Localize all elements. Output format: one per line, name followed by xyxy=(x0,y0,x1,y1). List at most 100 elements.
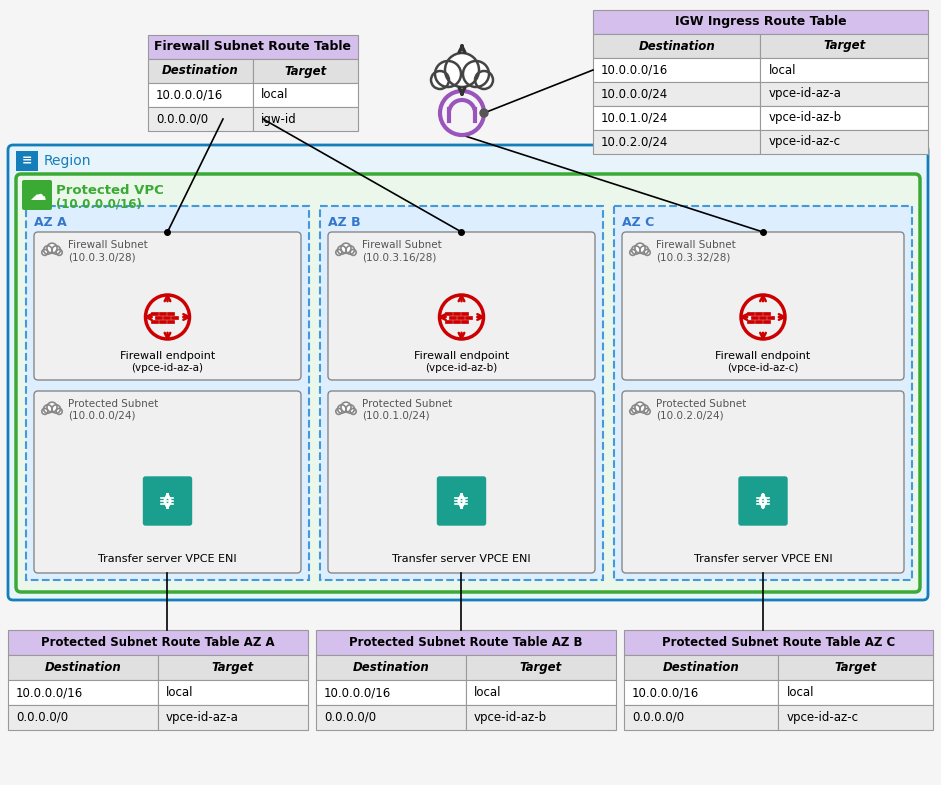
Text: (10.0.0.0/24): (10.0.0.0/24) xyxy=(68,411,136,421)
Bar xyxy=(466,316,472,319)
Bar xyxy=(760,106,928,130)
Bar xyxy=(755,312,762,315)
Text: vpce-id-az-a: vpce-id-az-a xyxy=(166,711,239,724)
Circle shape xyxy=(431,71,449,89)
Bar xyxy=(316,630,616,655)
Circle shape xyxy=(350,250,357,255)
Text: (10.0.2.0/24): (10.0.2.0/24) xyxy=(656,411,724,421)
Text: 10.0.0.0/16: 10.0.0.0/16 xyxy=(156,89,223,101)
Text: (10.0.1.0/24): (10.0.1.0/24) xyxy=(362,411,430,421)
Circle shape xyxy=(47,243,57,254)
Text: 10.0.0.0/16: 10.0.0.0/16 xyxy=(601,64,668,76)
Circle shape xyxy=(445,53,479,87)
Bar xyxy=(167,320,174,323)
Text: IGW Ingress Route Table: IGW Ingress Route Table xyxy=(675,16,846,28)
Bar xyxy=(167,312,174,315)
Text: Target: Target xyxy=(823,39,866,53)
Text: AZ B: AZ B xyxy=(328,216,360,228)
Bar xyxy=(466,680,616,705)
Text: Protected Subnet Route Table AZ C: Protected Subnet Route Table AZ C xyxy=(662,636,895,649)
Circle shape xyxy=(631,405,640,413)
Text: Protected Subnet Route Table AZ B: Protected Subnet Route Table AZ B xyxy=(349,636,582,649)
Bar xyxy=(751,316,758,319)
FancyBboxPatch shape xyxy=(16,151,38,171)
FancyBboxPatch shape xyxy=(8,145,928,600)
FancyBboxPatch shape xyxy=(614,206,912,580)
Text: Protected Subnet: Protected Subnet xyxy=(656,399,746,409)
Circle shape xyxy=(350,408,357,414)
Text: (vpce-id-az-b): (vpce-id-az-b) xyxy=(425,363,498,373)
Text: 10.0.0.0/16: 10.0.0.0/16 xyxy=(16,686,83,699)
Bar xyxy=(624,705,778,730)
Bar xyxy=(445,320,453,323)
Bar xyxy=(160,320,167,323)
Text: Destination: Destination xyxy=(662,661,740,674)
Bar xyxy=(747,312,754,315)
Bar xyxy=(593,82,760,106)
Bar xyxy=(158,705,308,730)
Bar xyxy=(158,680,308,705)
Bar xyxy=(747,320,754,323)
FancyBboxPatch shape xyxy=(34,232,301,380)
Text: AZ A: AZ A xyxy=(34,216,67,228)
Text: Region: Region xyxy=(44,154,91,168)
Text: Transfer server VPCE ENI: Transfer server VPCE ENI xyxy=(98,554,237,564)
Text: Firewall Subnet Route Table: Firewall Subnet Route Table xyxy=(154,41,352,53)
Bar xyxy=(148,59,253,83)
FancyBboxPatch shape xyxy=(622,391,904,573)
Text: 0.0.0.0/0: 0.0.0.0/0 xyxy=(156,112,208,126)
Bar xyxy=(8,630,308,655)
Bar xyxy=(593,10,928,34)
Circle shape xyxy=(338,405,346,413)
Bar xyxy=(164,316,170,319)
Text: Destination: Destination xyxy=(353,661,429,674)
FancyBboxPatch shape xyxy=(143,477,192,525)
FancyBboxPatch shape xyxy=(320,206,603,580)
Bar xyxy=(253,107,358,131)
Bar xyxy=(593,106,760,130)
Circle shape xyxy=(336,408,342,414)
Text: (vpce-id-az-c): (vpce-id-az-c) xyxy=(727,363,799,373)
Bar xyxy=(148,35,358,59)
Bar xyxy=(454,312,460,315)
Bar xyxy=(466,655,616,680)
Bar xyxy=(253,83,358,107)
Bar xyxy=(624,630,933,655)
Circle shape xyxy=(56,250,62,255)
Circle shape xyxy=(52,405,60,413)
Text: 10.0.0.0/24: 10.0.0.0/24 xyxy=(601,87,668,100)
Text: Target: Target xyxy=(212,661,254,674)
Text: 10.0.2.0/24: 10.0.2.0/24 xyxy=(601,136,668,148)
Bar xyxy=(454,320,460,323)
Text: AZ C: AZ C xyxy=(622,216,654,228)
FancyBboxPatch shape xyxy=(16,174,920,592)
Bar xyxy=(760,130,928,154)
Text: 10.0.1.0/24: 10.0.1.0/24 xyxy=(601,111,668,125)
Bar xyxy=(755,320,762,323)
Circle shape xyxy=(346,405,355,413)
Text: (vpce-id-az-a): (vpce-id-az-a) xyxy=(132,363,203,373)
Circle shape xyxy=(463,61,489,87)
FancyBboxPatch shape xyxy=(22,180,52,210)
Circle shape xyxy=(47,402,57,412)
Bar xyxy=(624,680,778,705)
Text: local: local xyxy=(769,64,796,76)
Circle shape xyxy=(475,71,493,89)
Text: igw-id: igw-id xyxy=(261,112,296,126)
Bar xyxy=(763,312,770,315)
Text: Protected Subnet: Protected Subnet xyxy=(68,399,158,409)
FancyBboxPatch shape xyxy=(328,391,595,573)
Text: Destination: Destination xyxy=(638,39,715,53)
Bar xyxy=(624,655,778,680)
Text: vpce-id-az-c: vpce-id-az-c xyxy=(769,136,840,148)
Bar xyxy=(148,107,253,131)
Bar xyxy=(253,59,358,83)
Text: ☁: ☁ xyxy=(28,186,45,204)
Circle shape xyxy=(645,250,650,255)
Text: vpce-id-az-b: vpce-id-az-b xyxy=(474,711,547,724)
Text: 0.0.0.0/0: 0.0.0.0/0 xyxy=(324,711,376,724)
Text: (10.0.3.0/28): (10.0.3.0/28) xyxy=(68,252,136,262)
Text: vpce-id-az-c: vpce-id-az-c xyxy=(787,711,858,724)
FancyBboxPatch shape xyxy=(438,477,486,525)
Text: Target: Target xyxy=(284,64,327,78)
